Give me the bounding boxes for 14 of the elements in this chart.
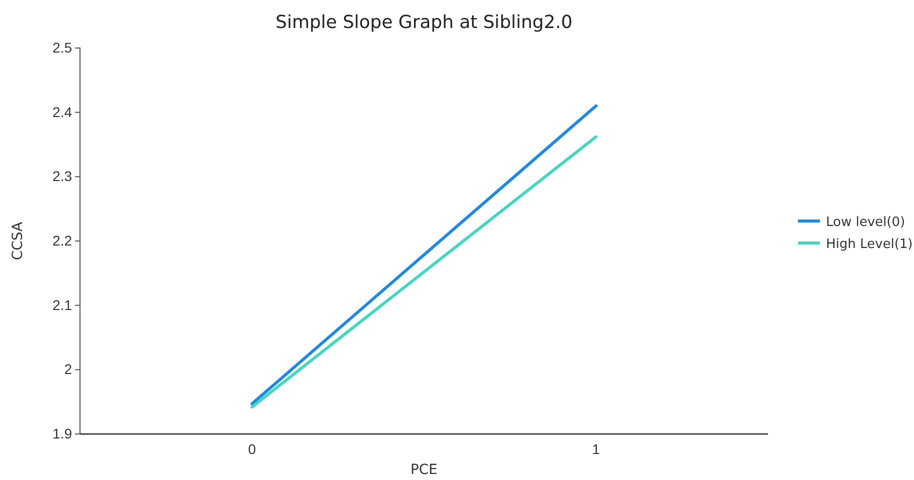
x-tick-label: 0: [248, 440, 256, 457]
x-tick-label: 1: [592, 440, 600, 457]
y-tick-label: 2.4: [52, 104, 72, 120]
y-tick-label: 2.5: [52, 39, 72, 56]
legend-label: High Level(1): [826, 237, 913, 252]
x-axis-title: PCE: [410, 462, 438, 478]
y-tick-label: 1.9: [52, 425, 72, 442]
y-tick-label: 2.3: [52, 168, 72, 184]
y-tick-label: 2.2: [52, 232, 72, 248]
chart-title: Simple Slope Graph at Sibling2.0: [276, 12, 572, 33]
y-axis-title: CCSA: [10, 221, 26, 260]
legend-label: Low level(0): [826, 215, 906, 230]
y-tick-label: 2.1: [52, 296, 72, 313]
y-tick-label: 2: [64, 361, 72, 378]
